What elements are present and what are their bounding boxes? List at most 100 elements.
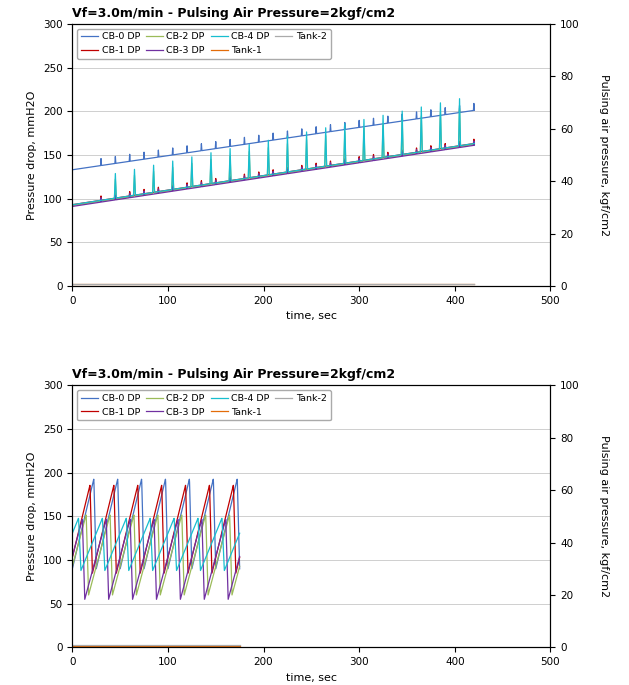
CB-4 DP [101, 195, 109, 203]
CB-1 DP [237, 175, 245, 183]
Tank-1 [212, 641, 220, 649]
CB-0 DP [101, 161, 109, 169]
CB-0 DP [110, 160, 118, 168]
CB-4 DP [73, 519, 81, 527]
CB-4 DP [154, 188, 162, 196]
CB-1 DP [110, 195, 118, 203]
Y-axis label: Pressure drop, mmH2O: Pressure drop, mmH2O [27, 451, 37, 581]
CB-2 DP [69, 201, 76, 210]
CB-2 DP [212, 562, 220, 570]
CB-2 DP [154, 188, 162, 197]
CB-1 DP [154, 188, 162, 196]
CB-3 DP [154, 189, 162, 197]
CB-3 DP [470, 141, 478, 149]
CB-2 DP [237, 176, 245, 184]
Tank-2 [308, 280, 315, 288]
Tank-2 [212, 640, 220, 649]
CB-4 DP [212, 529, 220, 537]
CB-2 DP [152, 521, 159, 529]
X-axis label: time, sec: time, sec [286, 311, 337, 321]
Legend: CB-0 DP, CB-1 DP, CB-2 DP, CB-3 DP, CB-4 DP, Tank-1, Tank-2: CB-0 DP, CB-1 DP, CB-2 DP, CB-3 DP, CB-4… [77, 390, 331, 421]
Y-axis label: Pulsing air pressure, kgf/cm2: Pulsing air pressure, kgf/cm2 [599, 74, 609, 236]
CB-2 DP [85, 591, 92, 599]
CB-2 DP [110, 195, 118, 203]
Line: CB-0 DP: CB-0 DP [72, 103, 474, 170]
CB-2 DP [101, 197, 109, 205]
CB-3 DP [470, 137, 477, 145]
Tank-2 [73, 640, 81, 649]
Tank-1 [236, 641, 243, 649]
CB-4 DP [236, 529, 243, 537]
CB-0 DP [69, 166, 76, 174]
CB-0 DP [470, 99, 477, 108]
Tank-2 [69, 640, 76, 649]
CB-3 DP [81, 595, 89, 603]
CB-0 DP [154, 153, 162, 161]
CB-1 DP [308, 164, 315, 173]
CB-4 DP [110, 195, 118, 203]
Tank-1 [160, 641, 168, 649]
CB-1 DP [209, 564, 217, 572]
X-axis label: time, sec: time, sec [286, 673, 337, 683]
CB-4 DP [99, 514, 106, 523]
Tank-2 [237, 280, 245, 288]
Tank-2 [154, 280, 162, 288]
CB-2 DP [160, 576, 168, 584]
Tank-1 [209, 641, 216, 649]
Line: CB-4 DP: CB-4 DP [72, 99, 474, 205]
Tank-1 [154, 279, 162, 288]
CB-2 DP [69, 562, 76, 571]
Line: CB-1 DP: CB-1 DP [72, 486, 240, 573]
CB-3 DP [126, 515, 134, 523]
CB-1 DP [69, 553, 76, 562]
CB-1 DP [236, 553, 243, 562]
CB-1 DP [73, 535, 81, 543]
Tank-1 [101, 279, 109, 288]
Line: CB-2 DP: CB-2 DP [72, 515, 240, 595]
CB-2 DP [345, 160, 352, 168]
Text: Vf=3.0m/min - Pulsing Air Pressure=2kgf/cm2: Vf=3.0m/min - Pulsing Air Pressure=2kgf/… [72, 369, 396, 382]
Y-axis label: Pressure drop, mmH2O: Pressure drop, mmH2O [27, 90, 37, 220]
CB-4 DP [345, 159, 352, 167]
Tank-1 [73, 641, 81, 649]
CB-0 DP [73, 546, 81, 554]
CB-3 DP [110, 196, 118, 204]
CB-3 DP [73, 536, 81, 544]
Tank-2 [345, 280, 352, 288]
CB-0 DP [120, 551, 127, 559]
CB-0 DP [151, 519, 159, 527]
CB-3 DP [237, 177, 245, 185]
Tank-1 [237, 279, 245, 288]
CB-2 DP [308, 165, 315, 173]
Tank-2 [151, 640, 159, 649]
Line: CB-2 DP: CB-2 DP [72, 108, 474, 206]
Tank-1 [120, 641, 127, 649]
CB-2 DP [73, 546, 81, 554]
CB-1 DP [101, 195, 109, 203]
CB-0 DP [209, 476, 217, 484]
CB-4 DP [69, 529, 76, 537]
CB-4 DP [456, 95, 464, 103]
Line: CB-4 DP: CB-4 DP [72, 519, 240, 571]
CB-1 DP [470, 140, 478, 148]
CB-0 DP [69, 564, 76, 573]
Line: CB-0 DP: CB-0 DP [72, 479, 240, 569]
CB-2 DP [236, 562, 243, 571]
Line: CB-3 DP: CB-3 DP [72, 141, 474, 206]
CB-3 DP [160, 566, 168, 574]
CB-2 DP [106, 511, 114, 519]
CB-1 DP [69, 201, 76, 209]
Tank-2 [101, 280, 109, 288]
Tank-1 [345, 279, 352, 288]
CB-3 DP [209, 562, 217, 570]
CB-3 DP [152, 550, 159, 558]
Tank-2 [120, 640, 127, 649]
CB-2 DP [120, 549, 127, 558]
Tank-2 [69, 280, 76, 288]
CB-1 DP [470, 135, 477, 143]
CB-4 DP [160, 538, 168, 546]
CB-1 DP [152, 508, 159, 516]
CB-0 DP [212, 564, 220, 573]
Tank-1 [69, 279, 76, 288]
Tank-2 [160, 640, 168, 649]
